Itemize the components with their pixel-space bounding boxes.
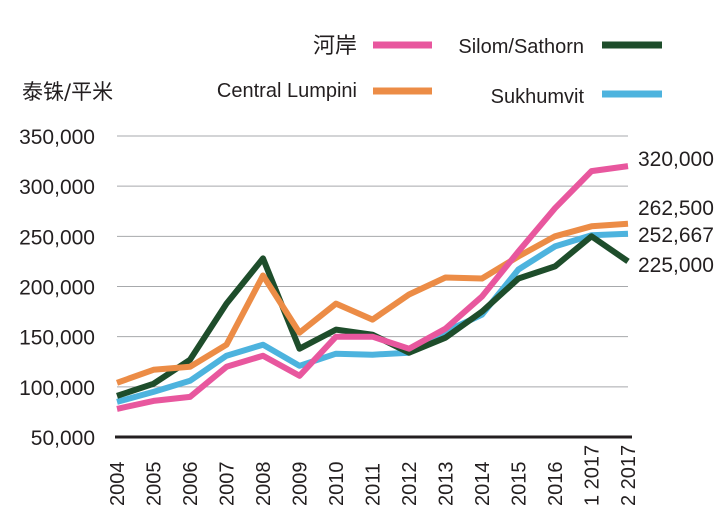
end-value-label: 225,000 bbox=[638, 254, 714, 277]
series-lines bbox=[115, 163, 630, 412]
y-tick-label: 250,000 bbox=[19, 226, 95, 249]
y-tick-label: 150,000 bbox=[19, 327, 95, 350]
end-value-labels: 320,000 262,500 252,667 225,000 bbox=[638, 148, 714, 277]
x-tick-label: 2016 bbox=[545, 462, 567, 507]
end-value-label: 320,000 bbox=[638, 148, 714, 171]
y-axis-tick-labels: 350,000 300,000 250,000 200,000 150,000 100,0… bbox=[19, 126, 95, 450]
legend-label: Sukhumvit bbox=[491, 86, 585, 108]
x-tick-label: 2008 bbox=[253, 462, 275, 507]
series-line-2 bbox=[115, 220, 629, 386]
y-tick-label: 100,000 bbox=[19, 377, 95, 400]
x-tick-label: 2015 bbox=[509, 462, 531, 507]
y-tick-label: 200,000 bbox=[19, 277, 95, 300]
y-tick-label: 300,000 bbox=[19, 176, 95, 199]
x-axis-tick-labels: 2004 2005 2006 2007 2008 2009 2010 2011 2012 2013… bbox=[107, 445, 640, 506]
x-tick-label: 2004 bbox=[107, 462, 129, 507]
end-value-label: 252,667 bbox=[638, 224, 714, 247]
legend-label: Central Lumpini bbox=[217, 80, 357, 102]
x-tick-label: 2013 bbox=[436, 462, 458, 507]
series-line-1 bbox=[116, 163, 629, 412]
y-axis-label: 泰铢/平米 bbox=[22, 80, 113, 104]
x-tick-label: 2012 bbox=[399, 462, 421, 507]
x-tick-label: 2005 bbox=[144, 462, 166, 507]
x-tick-label: 2006 bbox=[180, 462, 202, 507]
x-tick-label: 2010 bbox=[326, 462, 348, 507]
end-value-label: 262,500 bbox=[638, 197, 714, 220]
y-tick-label: 350,000 bbox=[19, 126, 95, 149]
x-tick-label: 2011 bbox=[363, 463, 385, 506]
y-tick-label: 50,000 bbox=[31, 427, 95, 450]
series-line-4 bbox=[116, 230, 629, 405]
legend-label: Silom/Sathorn bbox=[458, 36, 584, 58]
x-tick-label: 2007 bbox=[217, 462, 239, 507]
legend-label: 河岸 bbox=[313, 34, 357, 59]
x-tick-label: 2 2017 bbox=[618, 445, 640, 506]
x-tick-label: 2009 bbox=[290, 462, 312, 507]
legend: 河岸 Silom/Sathorn Central Lumpini Sukhumvit bbox=[217, 34, 662, 108]
x-tick-label: 1 2017 bbox=[582, 445, 604, 506]
x-tick-label: 2014 bbox=[472, 462, 494, 507]
